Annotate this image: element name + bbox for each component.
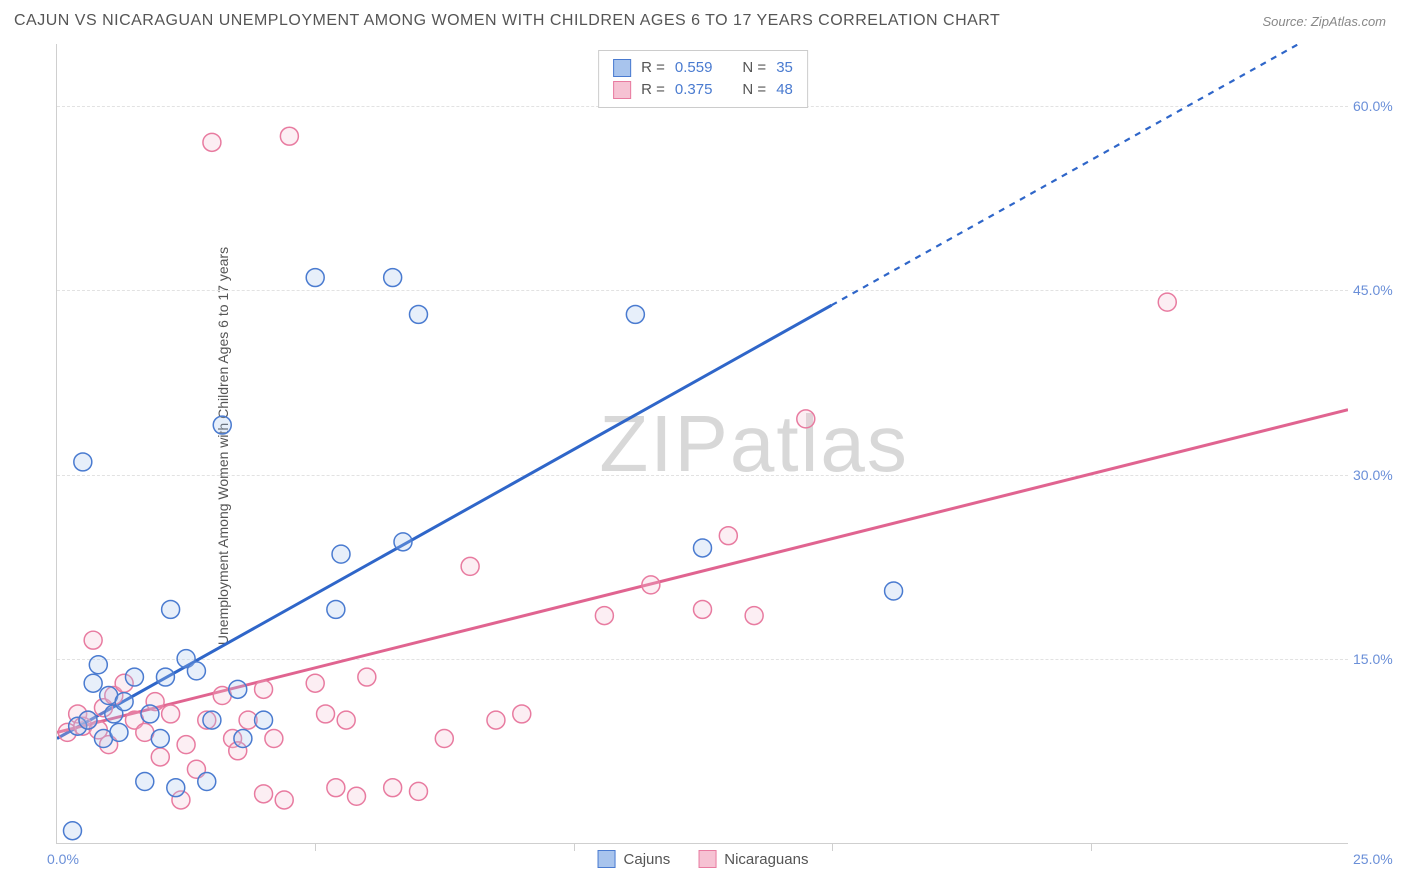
legend-item-cajuns: Cajuns <box>598 850 671 868</box>
x-tick <box>832 843 833 851</box>
n-label: N = <box>742 57 766 79</box>
legend-stats-row-nicaraguans: R = 0.375 N = 48 <box>613 79 793 101</box>
n-value-cajuns: 35 <box>776 57 793 79</box>
x-tick <box>574 843 575 851</box>
y-tick-label: 15.0% <box>1353 651 1406 667</box>
source-label: Source: ZipAtlas.com <box>1262 14 1386 29</box>
x-max-label: 25.0% <box>1353 851 1406 867</box>
r-value-nicaraguans: 0.375 <box>675 79 713 101</box>
n-value-nicaraguans: 48 <box>776 79 793 101</box>
swatch-cajuns <box>598 850 616 868</box>
x-tick <box>1091 843 1092 851</box>
chart-title: CAJUN VS NICARAGUAN UNEMPLOYMENT AMONG W… <box>14 12 1000 30</box>
y-tick-label: 30.0% <box>1353 467 1406 483</box>
legend-stats-row-cajuns: R = 0.559 N = 35 <box>613 57 793 79</box>
swatch-cajuns <box>613 59 631 77</box>
x-min-label: 0.0% <box>47 851 79 867</box>
r-label: R = <box>641 79 665 101</box>
legend-item-nicaraguans: Nicaraguans <box>698 850 808 868</box>
r-label: R = <box>641 57 665 79</box>
y-tick-label: 45.0% <box>1353 282 1406 298</box>
r-value-cajuns: 0.559 <box>675 57 713 79</box>
swatch-nicaraguans <box>613 81 631 99</box>
swatch-nicaraguans <box>698 850 716 868</box>
n-label: N = <box>742 79 766 101</box>
legend-stats-box: R = 0.559 N = 35 R = 0.375 N = 48 <box>598 50 808 108</box>
y-tick-label: 60.0% <box>1353 98 1406 114</box>
x-tick <box>315 843 316 851</box>
legend-label-nicaraguans: Nicaraguans <box>724 851 808 868</box>
chart-canvas <box>57 44 1348 843</box>
plot-area: ZIPatlas 15.0%30.0%45.0%60.0%0.0%25.0% <box>56 44 1348 844</box>
legend-label-cajuns: Cajuns <box>624 851 671 868</box>
legend-series: Cajuns Nicaraguans <box>598 850 809 868</box>
